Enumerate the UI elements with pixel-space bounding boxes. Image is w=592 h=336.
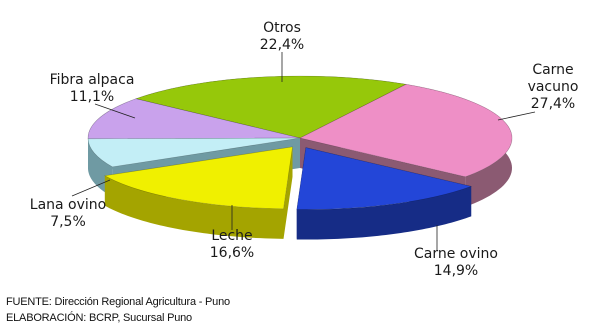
- pie-slice-top: [134, 75, 407, 139]
- label-otros-pct: 22,4%: [259, 37, 305, 53]
- pie-slice-rim: [104, 175, 284, 239]
- label-carne-vacuno: Carne vacuno 27,4%: [517, 62, 589, 113]
- label-leche: Leche 16,6%: [210, 228, 254, 262]
- credit-note: ELABORACIÓN: BCRP, Sucursal Puno: [6, 312, 192, 324]
- leader-carne-vacuno: [497, 111, 536, 121]
- pie-slice-top: [103, 146, 293, 210]
- label-lana-ovino: Lana ovino 7,5%: [30, 197, 106, 231]
- label-leche-pct: 16,6%: [209, 245, 255, 261]
- pie-slice-carne-ovino: [296, 147, 473, 240]
- pie-slice-rim: [296, 186, 472, 240]
- label-carne-vacuno-name: Carne vacuno: [527, 62, 579, 95]
- label-lana-ovino-name: Lana ovino: [29, 197, 107, 213]
- leader-lana-ovino: [71, 179, 111, 197]
- source-note: FUENTE: Dirección Regional Agricultura -…: [6, 296, 230, 308]
- pie-slice-top: [87, 137, 301, 168]
- label-carne-vacuno-pct: 27,4%: [530, 96, 576, 112]
- label-lana-ovino-pct: 7,5%: [50, 214, 86, 230]
- label-otros-name: Otros: [263, 20, 301, 36]
- label-leche-name: Leche: [211, 228, 253, 244]
- pie-slice-top: [299, 83, 513, 178]
- pie-slice-leche: [103, 146, 293, 239]
- label-fibra-alpaca-name: Fibra alpaca: [49, 72, 135, 88]
- label-fibra-alpaca: Fibra alpaca 11,1%: [50, 72, 135, 106]
- label-otros: Otros 22,4%: [260, 20, 304, 54]
- pie-slice-top: [87, 98, 301, 140]
- pie-slice-top: [296, 147, 473, 210]
- label-carne-ovino: Carne ovino 14,9%: [414, 246, 498, 280]
- label-fibra-alpaca-pct: 11,1%: [69, 89, 115, 105]
- leader-fibra-alpaca: [94, 103, 136, 119]
- label-carne-ovino-pct: 14,9%: [433, 263, 479, 279]
- label-carne-ovino-name: Carne ovino: [414, 246, 498, 262]
